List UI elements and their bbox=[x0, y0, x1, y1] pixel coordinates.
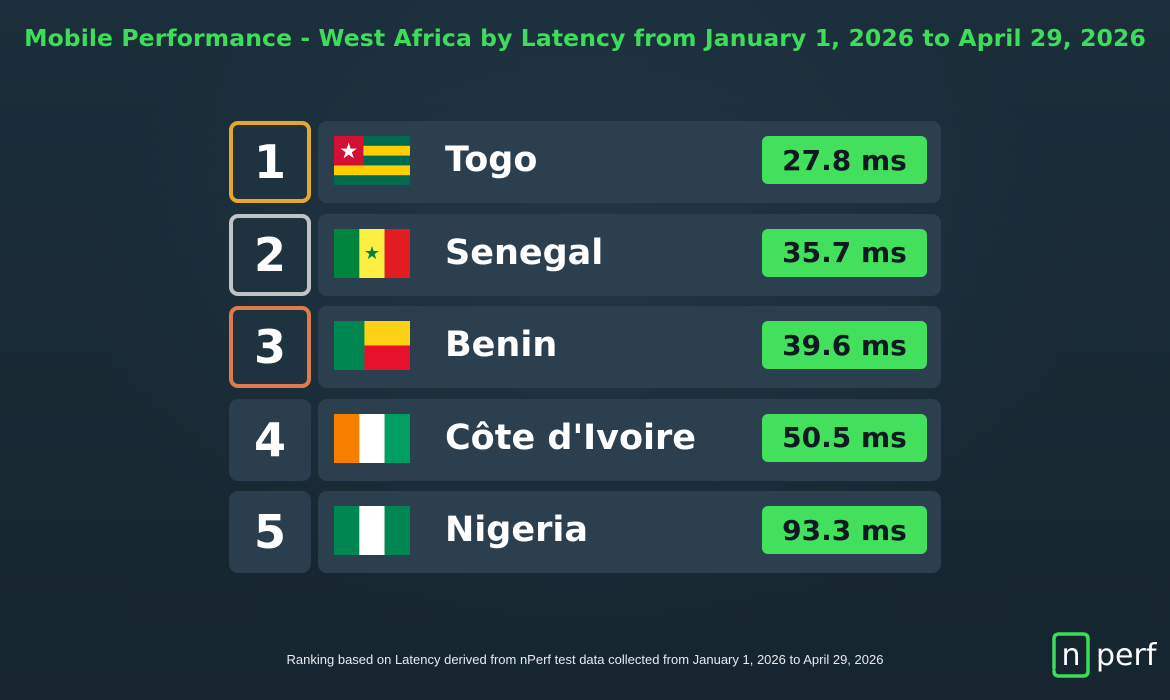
nperf-logo: n perf bbox=[1052, 632, 1158, 678]
ranking-row: 1 Togo 27.8 ms bbox=[229, 121, 941, 203]
rank-badge: 1 bbox=[229, 121, 311, 203]
country-name: Côte d'Ivoire bbox=[445, 417, 697, 458]
country-card: Senegal 35.7 ms bbox=[318, 213, 941, 296]
country-name: Togo bbox=[445, 140, 538, 180]
rank-badge: 5 bbox=[229, 491, 311, 573]
togo-flag-icon bbox=[334, 136, 410, 185]
latency-value: 35.7 ms bbox=[762, 228, 927, 277]
cote-divoire-flag-icon bbox=[334, 413, 410, 463]
benin-flag-icon bbox=[334, 321, 410, 370]
country-name: Senegal bbox=[445, 232, 604, 273]
chart-title: Mobile Performance - West Africa by Late… bbox=[24, 24, 1146, 52]
ranking-row: 2 Senegal 35.7 ms bbox=[229, 213, 941, 296]
ranking-row: 4 Côte d'Ivoire 50.5 ms bbox=[229, 398, 941, 481]
latency-value: 39.6 ms bbox=[762, 321, 927, 369]
latency-value: 50.5 ms bbox=[762, 413, 927, 462]
svg-text:n: n bbox=[1061, 638, 1080, 673]
ranking-table: 1 Togo 27.8 ms 2 Senegal 35.7 ms bbox=[229, 121, 941, 584]
country-card: Togo 27.8 ms bbox=[318, 121, 941, 203]
ranking-row: 3 Benin 39.6 ms bbox=[229, 306, 941, 388]
svg-text:perf: perf bbox=[1096, 638, 1158, 673]
rank-badge: 3 bbox=[229, 306, 311, 388]
country-card: Benin 39.6 ms bbox=[318, 306, 941, 388]
country-name: Nigeria bbox=[445, 510, 588, 550]
country-card: Côte d'Ivoire 50.5 ms bbox=[318, 398, 941, 481]
latency-value: 93.3 ms bbox=[762, 506, 927, 554]
latency-value: 27.8 ms bbox=[762, 136, 927, 184]
rank-badge: 2 bbox=[229, 213, 311, 296]
footnote: Ranking based on Latency derived from nP… bbox=[286, 652, 884, 667]
country-card: Nigeria 93.3 ms bbox=[318, 491, 941, 573]
senegal-flag-icon bbox=[334, 228, 410, 278]
ranking-row: 5 Nigeria 93.3 ms bbox=[229, 491, 941, 573]
country-name: Benin bbox=[445, 325, 558, 365]
nigeria-flag-icon bbox=[334, 506, 410, 555]
rank-badge: 4 bbox=[229, 398, 311, 481]
